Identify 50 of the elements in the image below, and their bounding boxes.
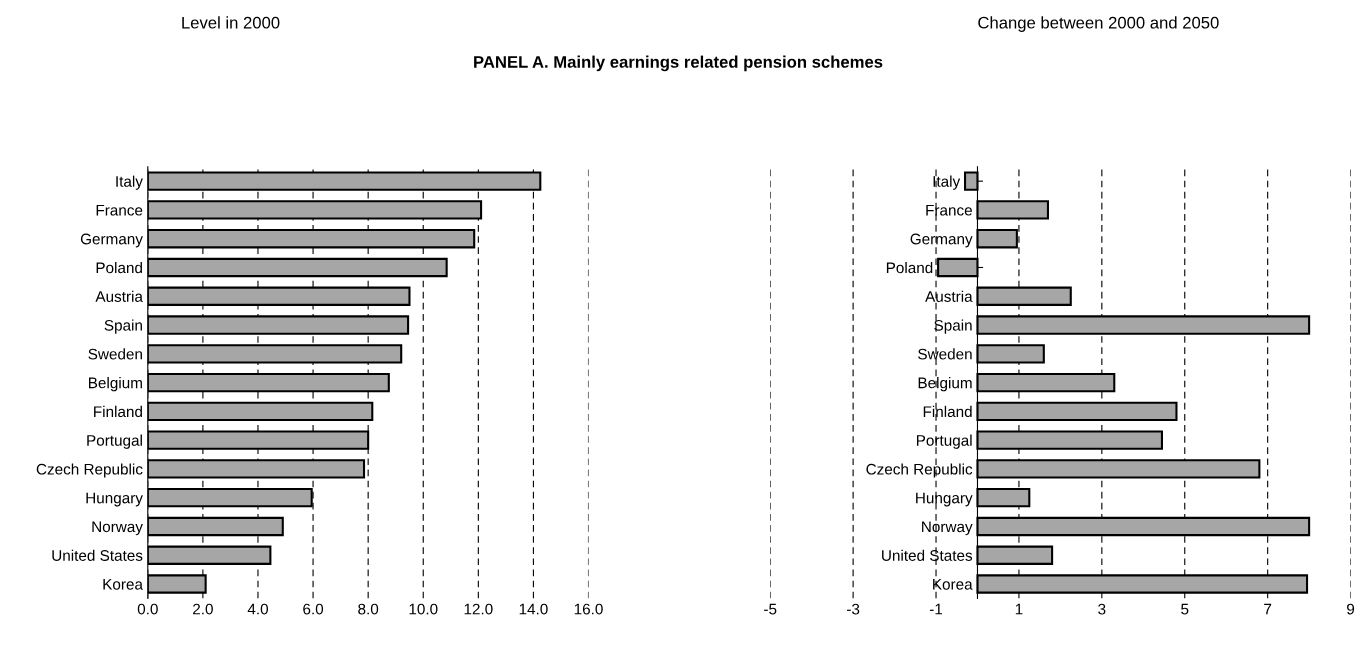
y-tick-label: Spain xyxy=(934,319,972,334)
y-tick-label: France xyxy=(926,204,972,216)
y-tick-label: Poland xyxy=(96,261,142,274)
y-tick-label: Czech Republic xyxy=(36,463,143,478)
y-tick-label: Italy xyxy=(116,175,143,190)
y-tick-label: Italy xyxy=(933,175,961,190)
chart-title: Change between 2000 and 2050 xyxy=(978,16,1219,32)
x-tick-label: 7 xyxy=(1264,603,1272,615)
y-tick-label: Sweden xyxy=(88,348,142,360)
x-tick-label: 10.0 xyxy=(409,603,438,615)
x-tick-label: -1 xyxy=(929,603,943,615)
y-tick-label: Germany xyxy=(80,233,143,248)
y-tick-label: Belgium xyxy=(918,377,972,392)
y-tick-label: Portugal xyxy=(916,434,972,449)
y-tick-label: Sweden xyxy=(918,348,972,360)
y-tick-label: Finland xyxy=(923,405,972,418)
y-tick-label: Hungary xyxy=(916,492,973,507)
y-tick-label: United States xyxy=(52,549,143,561)
y-tick-label: Finland xyxy=(94,405,142,418)
text: PANEL A. Mainly earnings related pension schemes xyxy=(474,55,883,72)
x-tick-label: 14.0 xyxy=(519,603,548,615)
x-tick-label: 16.0 xyxy=(574,603,603,615)
y-tick-label: Hungary xyxy=(86,492,143,507)
y-tick-label: United States xyxy=(882,549,973,561)
y-tick-label: Poland xyxy=(886,261,933,274)
x-tick-label: 1 xyxy=(1015,603,1023,615)
y-tick-label: Norway xyxy=(92,521,143,536)
y-tick-label: Portugal xyxy=(87,434,142,449)
y-tick-label: France xyxy=(96,204,143,216)
x-tick-label: 3 xyxy=(1098,603,1106,615)
chart-title: Level in 2000 xyxy=(182,16,280,29)
y-tick-label: Austria xyxy=(95,290,143,302)
x-tick-label: 0.0 xyxy=(137,603,158,615)
y-tick-label: Norway xyxy=(922,521,973,536)
x-tick-label: 4.0 xyxy=(247,603,268,615)
y-tick-label: Belgium xyxy=(89,377,142,392)
x-tick-label: 12.0 xyxy=(464,603,493,615)
y-tick-label: Austria xyxy=(925,290,973,302)
x-tick-label: -3 xyxy=(847,603,860,615)
y-tick-label: Czech Republic xyxy=(866,463,973,478)
y-tick-label: Spain xyxy=(104,319,142,334)
y-tick-label: Korea xyxy=(933,579,973,590)
x-tick-label: 2.0 xyxy=(193,603,213,615)
y-tick-label: Germany xyxy=(910,233,973,248)
x-tick-label: 9 xyxy=(1347,603,1355,615)
x-tick-label: -5 xyxy=(764,603,777,615)
y-tick-label: Korea xyxy=(103,579,143,590)
x-tick-label: 5 xyxy=(1181,603,1189,615)
x-tick-label: 8.0 xyxy=(358,603,379,615)
x-tick-label: 6.0 xyxy=(303,603,324,615)
